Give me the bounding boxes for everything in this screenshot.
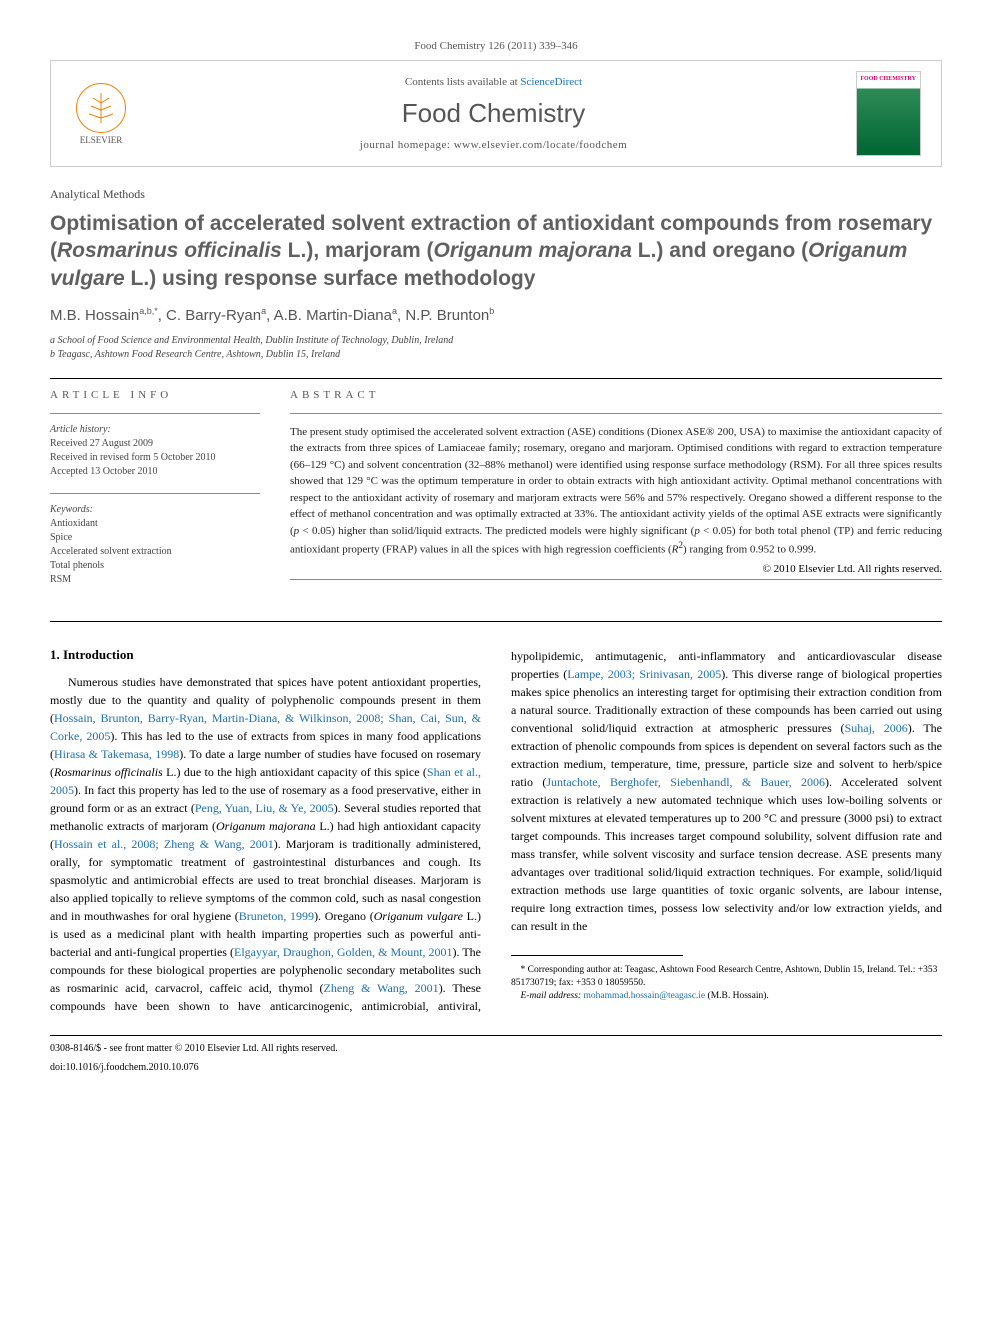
divider-mid <box>50 621 942 622</box>
article-type: Analytical Methods <box>50 187 942 202</box>
keyword-2: Accelerated solvent extraction <box>50 545 260 559</box>
section-heading-intro: 1. Introduction <box>50 647 481 663</box>
article-title: Optimisation of accelerated solvent extr… <box>50 210 942 292</box>
journal-header-box: ELSEVIER Contents lists available at Sci… <box>50 60 942 167</box>
abstract-bottom-divider <box>290 579 942 580</box>
keywords-label: Keywords: <box>50 504 260 515</box>
cover-thumb-label: FOOD CHEMISTRY <box>860 76 916 82</box>
abstract-copyright: © 2010 Elsevier Ltd. All rights reserved… <box>290 563 942 575</box>
footnote-separator <box>511 955 683 956</box>
elsevier-tree-icon <box>76 83 126 133</box>
affiliation-b: b Teagasc, Ashtown Food Research Centre,… <box>50 348 942 362</box>
footer-issn: 0308-8146/$ - see front matter © 2010 El… <box>50 1042 942 1055</box>
author-list: M.B. Hossaina,b,*, C. Barry-Ryana, A.B. … <box>50 306 942 324</box>
affiliations: a School of Food Science and Environment… <box>50 334 942 362</box>
header-citation: Food Chemistry 126 (2011) 339–346 <box>50 40 942 52</box>
abstract-heading: ABSTRACT <box>290 389 942 401</box>
history-received: Received 27 August 2009 <box>50 437 260 451</box>
keyword-1: Spice <box>50 531 260 545</box>
intro-paragraph: Numerous studies have demonstrated that … <box>50 647 942 1015</box>
keyword-3: Total phenols <box>50 559 260 573</box>
contents-prefix: Contents lists available at <box>405 76 520 88</box>
info-divider-1 <box>50 413 260 414</box>
info-divider-2 <box>50 493 260 494</box>
article-info-column: ARTICLE INFO Article history: Received 2… <box>50 389 260 601</box>
abstract-text: The present study optimised the accelera… <box>290 424 942 559</box>
journal-name: Food Chemistry <box>131 98 856 129</box>
homepage-url[interactable]: www.elsevier.com/locate/foodchem <box>454 139 628 151</box>
sciencedirect-link[interactable]: ScienceDirect <box>520 76 582 88</box>
history-revised: Received in revised form 5 October 2010 <box>50 451 260 465</box>
email-footnote: E-mail address: mohammad.hossain@teagasc… <box>511 990 942 1003</box>
email-author-tag: (M.B. Hossain). <box>708 991 769 1001</box>
article-info-heading: ARTICLE INFO <box>50 389 260 401</box>
journal-homepage-line: journal homepage: www.elsevier.com/locat… <box>131 139 856 151</box>
footer-divider <box>50 1035 942 1036</box>
homepage-prefix: journal homepage: <box>360 139 454 151</box>
email-address-link[interactable]: mohammad.hossain@teagasc.ie <box>583 991 705 1001</box>
footer-doi: doi:10.1016/j.foodchem.2010.10.076 <box>50 1061 942 1074</box>
corresponding-author-footnote: * Corresponding author at: Teagasc, Asht… <box>511 964 942 991</box>
email-label: E-mail address: <box>521 991 582 1001</box>
abstract-divider <box>290 413 942 414</box>
history-accepted: Accepted 13 October 2010 <box>50 465 260 479</box>
contents-available-line: Contents lists available at ScienceDirec… <box>131 76 856 88</box>
elsevier-name: ELSEVIER <box>80 135 123 145</box>
keyword-0: Antioxidant <box>50 517 260 531</box>
keyword-4: RSM <box>50 573 260 587</box>
elsevier-logo: ELSEVIER <box>71 79 131 149</box>
journal-cover-thumbnail: FOOD CHEMISTRY <box>856 71 921 156</box>
body-two-column: 1. Introduction Numerous studies have de… <box>50 647 942 1015</box>
abstract-column: ABSTRACT The present study optimised the… <box>290 389 942 601</box>
history-label: Article history: <box>50 424 260 435</box>
divider-top <box>50 378 942 379</box>
affiliation-a: a School of Food Science and Environment… <box>50 334 942 348</box>
